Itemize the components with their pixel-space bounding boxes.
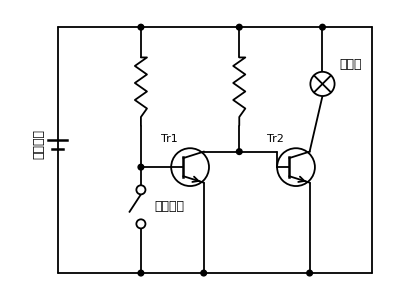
Text: スイッチ: スイッチ [154, 200, 184, 213]
Circle shape [307, 270, 313, 276]
Circle shape [138, 270, 144, 276]
Circle shape [201, 270, 206, 276]
Circle shape [237, 24, 242, 30]
Circle shape [277, 148, 315, 186]
Circle shape [136, 185, 145, 194]
Circle shape [320, 24, 325, 30]
Circle shape [138, 164, 144, 170]
Circle shape [237, 149, 242, 154]
Text: Tr1: Tr1 [161, 134, 178, 144]
Text: Tr2: Tr2 [267, 134, 284, 144]
Text: バッテリ: バッテリ [32, 130, 45, 159]
Circle shape [311, 72, 334, 96]
Circle shape [171, 148, 209, 186]
Text: ランプ: ランプ [339, 58, 362, 71]
Circle shape [138, 24, 144, 30]
Circle shape [136, 219, 145, 228]
